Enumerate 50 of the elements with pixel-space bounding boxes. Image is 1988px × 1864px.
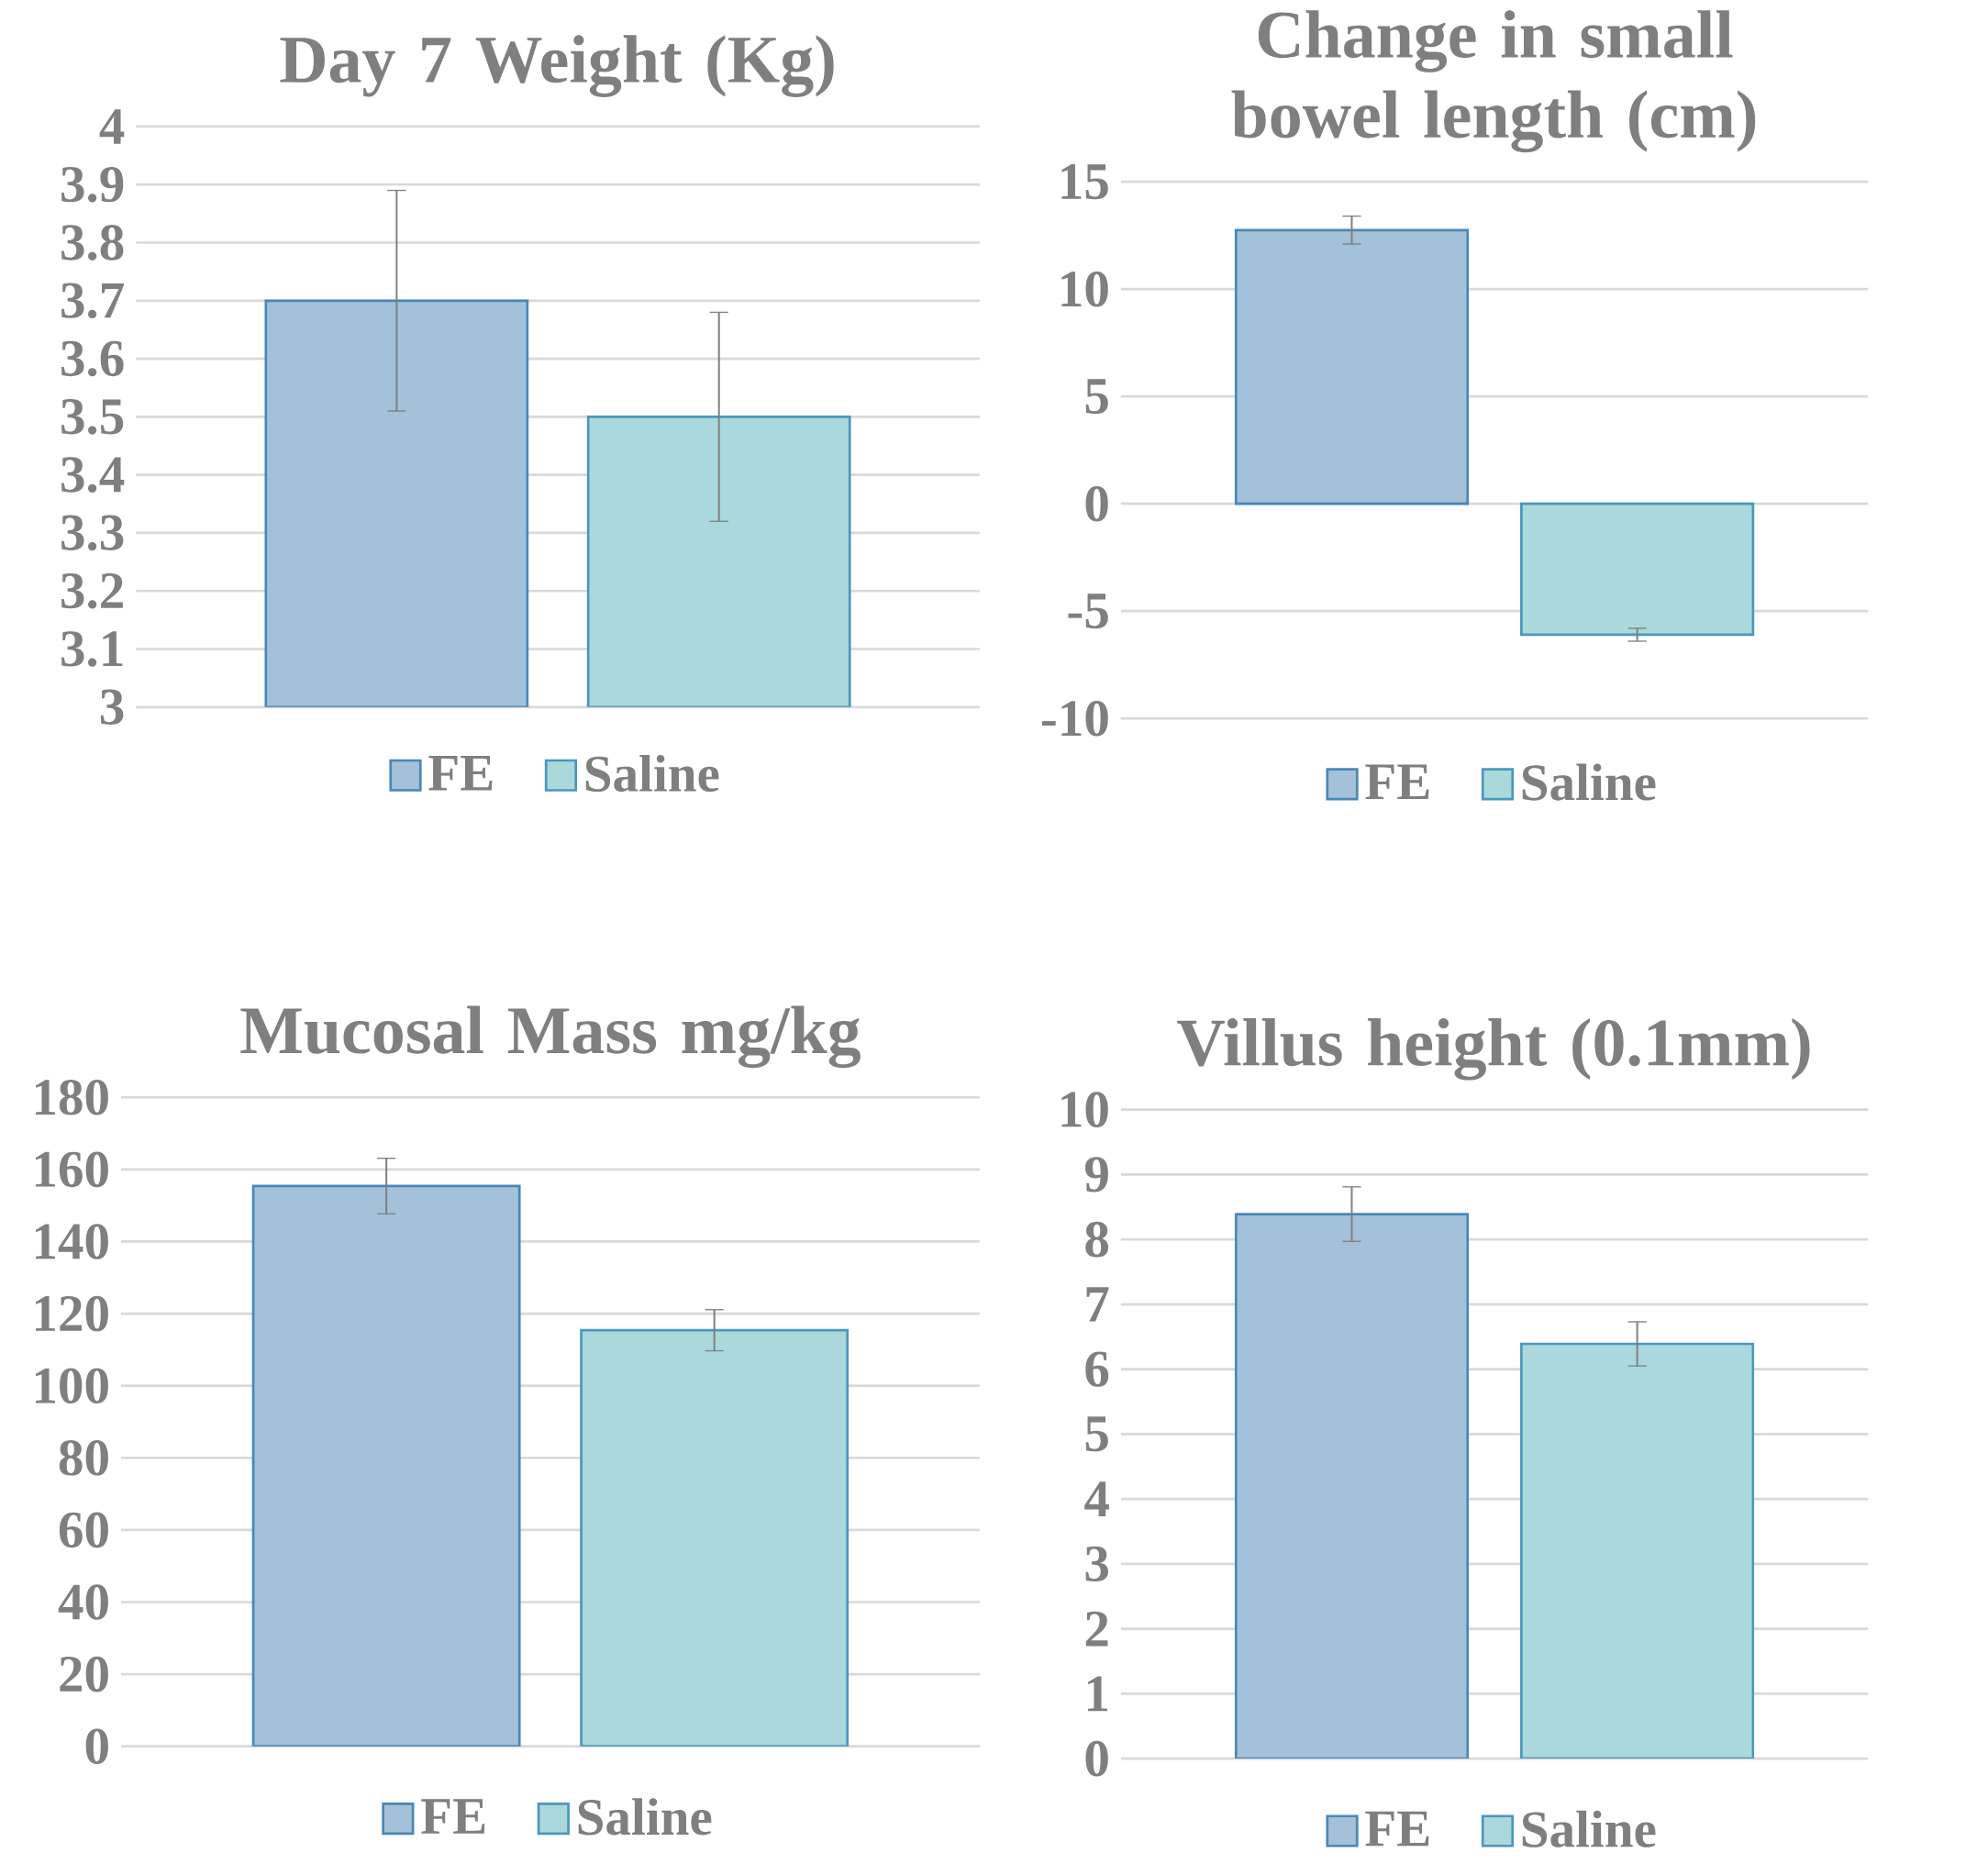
y-tick-label: 60	[59, 1512, 108, 1548]
y-tick-label: 3	[100, 689, 124, 726]
y-tick-label: 4	[99, 109, 125, 144]
y-tick-label: 3.1	[61, 631, 123, 667]
chart-title: Change in small bowel length (cm)	[1231, 10, 1756, 153]
y-tick-label: 7	[1086, 1287, 1109, 1322]
y-tick-label: -5	[1068, 594, 1108, 629]
y-tick-label: 3.4	[61, 457, 125, 494]
y-tick-label: 3.9	[61, 167, 124, 203]
legend-label: FE	[428, 756, 493, 791]
y-tick-label: 15	[1061, 164, 1108, 200]
y-tick-label: 3.5	[61, 399, 124, 435]
legend-label: Saline	[578, 1798, 712, 1836]
legend-label: Saline	[1522, 1810, 1656, 1847]
y-tick-label: 0	[1085, 1740, 1108, 1777]
y-tick-label: 20	[60, 1656, 108, 1692]
y-tick-label: 180	[35, 1080, 108, 1115]
y-tick-label: 5	[1085, 379, 1108, 415]
legend-label: FE	[1365, 764, 1429, 800]
y-tick-label: 5	[1085, 1416, 1108, 1452]
y-tick-label: 40	[58, 1584, 108, 1620]
y-tick-label: -10	[1041, 701, 1108, 737]
y-tick-label: 3.8	[61, 225, 124, 261]
y-tick-label: 160	[35, 1151, 108, 1188]
y-tick-label: 8	[1085, 1221, 1109, 1258]
chart-title: Mucosal Mass mg/kg	[240, 1005, 861, 1069]
y-tick-label: 0	[1085, 486, 1108, 522]
y-tick-label: 140	[35, 1224, 108, 1259]
y-tick-label: 4	[1084, 1481, 1109, 1517]
y-tick-label: 3.2	[61, 573, 123, 609]
legend-label: FE	[421, 1799, 485, 1834]
y-tick-label: 10	[1061, 1092, 1108, 1128]
y-tick-label: 3.6	[61, 340, 124, 377]
y-tick-label: 3.3	[61, 515, 124, 551]
chart-title: Villus height (0.1mm)	[1177, 1018, 1810, 1081]
legend-label: FE	[1365, 1811, 1429, 1847]
legend-label: Saline	[585, 755, 719, 793]
y-tick-label: 9	[1084, 1157, 1108, 1193]
y-tick-label: 3	[1085, 1546, 1108, 1582]
chart-title: Day 7 Weight (Kg)	[280, 35, 834, 98]
y-tick-label: 3.7	[61, 283, 124, 319]
legend-label: Saline	[1522, 763, 1656, 801]
y-tick-label: 80	[59, 1440, 108, 1476]
y-tick-label: 6	[1085, 1351, 1109, 1387]
y-tick-label: 2	[1085, 1611, 1108, 1647]
y-tick-label: 120	[35, 1295, 108, 1332]
y-tick-label: 10	[1061, 272, 1108, 307]
y-tick-label: 100	[35, 1368, 108, 1404]
y-tick-label: 1	[1087, 1676, 1107, 1712]
y-tick-label: 0	[85, 1728, 108, 1765]
